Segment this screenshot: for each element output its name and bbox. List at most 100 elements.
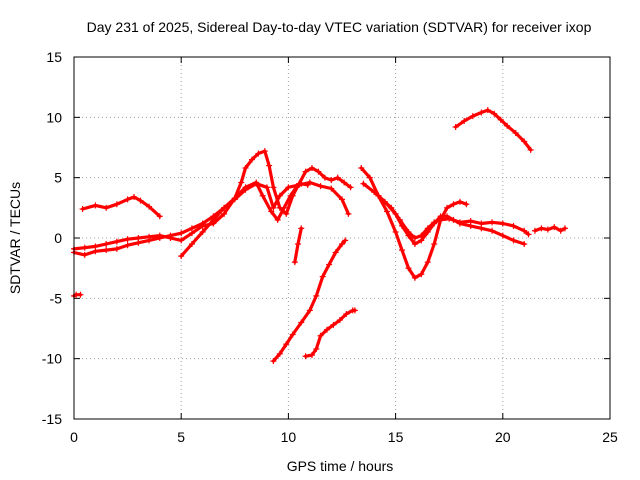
data-point (456, 219, 463, 226)
x-tick-label: 0 (70, 429, 78, 445)
data-point (210, 216, 217, 223)
data-point (342, 237, 349, 244)
x-axis-label: GPS time / hours (287, 458, 394, 474)
data-point (461, 117, 468, 124)
data-point (283, 341, 290, 348)
series-line (304, 308, 357, 358)
data-point (304, 181, 311, 188)
data-point (313, 292, 320, 299)
data-point (298, 180, 305, 187)
data-point (371, 189, 378, 196)
data-point (512, 130, 519, 137)
series-arc-1 (71, 291, 84, 299)
data-point (298, 225, 305, 232)
data-point (328, 185, 335, 192)
data-point (521, 138, 528, 145)
data-point (238, 179, 245, 186)
data-point (418, 271, 425, 278)
data-point (113, 245, 120, 252)
series-line (359, 166, 468, 280)
data-point (478, 220, 485, 227)
data-point (375, 192, 382, 199)
data-point (295, 241, 302, 248)
data-point (315, 168, 322, 175)
data-point (268, 208, 275, 215)
data-point (339, 241, 345, 248)
data-point (113, 238, 120, 245)
data-point (431, 241, 438, 248)
data-point (103, 241, 110, 248)
series-line (72, 180, 350, 257)
data-point (79, 206, 86, 213)
x-tick-label: 10 (281, 429, 297, 445)
data-point (81, 251, 88, 258)
data-point (334, 174, 341, 181)
data-point (124, 242, 131, 249)
data-point (283, 210, 290, 217)
data-point (156, 213, 163, 220)
data-point (281, 204, 288, 211)
data-point (446, 215, 453, 222)
data-point (317, 183, 324, 190)
data-point (491, 110, 498, 117)
data-point (392, 228, 399, 235)
data-point (341, 179, 348, 186)
data-point (319, 273, 326, 280)
data-point (456, 198, 463, 205)
data-point (92, 202, 99, 209)
data-point (345, 210, 352, 217)
data-point (270, 358, 277, 365)
data-point (221, 210, 228, 217)
data-point (306, 307, 313, 314)
data-point (531, 227, 538, 234)
chart-title: Day 231 of 2025, Sidereal Day-to-day VTE… (87, 19, 592, 35)
data-point (525, 231, 532, 238)
y-axis-label: SDTVAR / TECUs (7, 182, 23, 294)
data-point (343, 311, 350, 318)
data-point (285, 184, 292, 191)
data-point (499, 220, 506, 227)
data-point (276, 192, 283, 199)
data-point (544, 226, 551, 233)
data-point (270, 204, 277, 211)
data-point (259, 192, 266, 199)
data-point (146, 233, 153, 240)
data-point (384, 208, 391, 215)
y-tick-label: -5 (50, 290, 63, 306)
series-arc-4 (71, 148, 354, 252)
data-point (113, 201, 120, 208)
data-point (253, 179, 260, 186)
data-point (527, 146, 534, 153)
data-point (521, 241, 528, 248)
data-point (330, 321, 337, 328)
data-point (336, 317, 343, 324)
data-point (405, 228, 412, 235)
y-tick-label: 15 (46, 49, 62, 65)
data-point (424, 225, 431, 232)
data-point (255, 150, 262, 157)
data-point (146, 203, 153, 210)
data-point (467, 218, 474, 225)
data-point (287, 192, 294, 199)
data-point (499, 232, 506, 239)
data-point (167, 235, 174, 241)
series-line (72, 149, 353, 251)
series-arc-6 (291, 225, 305, 266)
series-line (271, 238, 347, 363)
series-arc-9 (358, 165, 470, 281)
series-arc-12 (452, 107, 534, 153)
data-point (444, 204, 451, 211)
y-tick-label: 10 (46, 109, 62, 125)
data-point (358, 165, 365, 172)
data-point (328, 177, 335, 184)
data-point (450, 201, 457, 208)
data-point (339, 196, 345, 203)
data-point (263, 184, 270, 191)
data-point (411, 241, 418, 248)
data-point (103, 247, 110, 254)
data-point (242, 165, 249, 172)
data-point (261, 148, 268, 155)
data-point (326, 261, 333, 268)
data-point (124, 236, 131, 243)
